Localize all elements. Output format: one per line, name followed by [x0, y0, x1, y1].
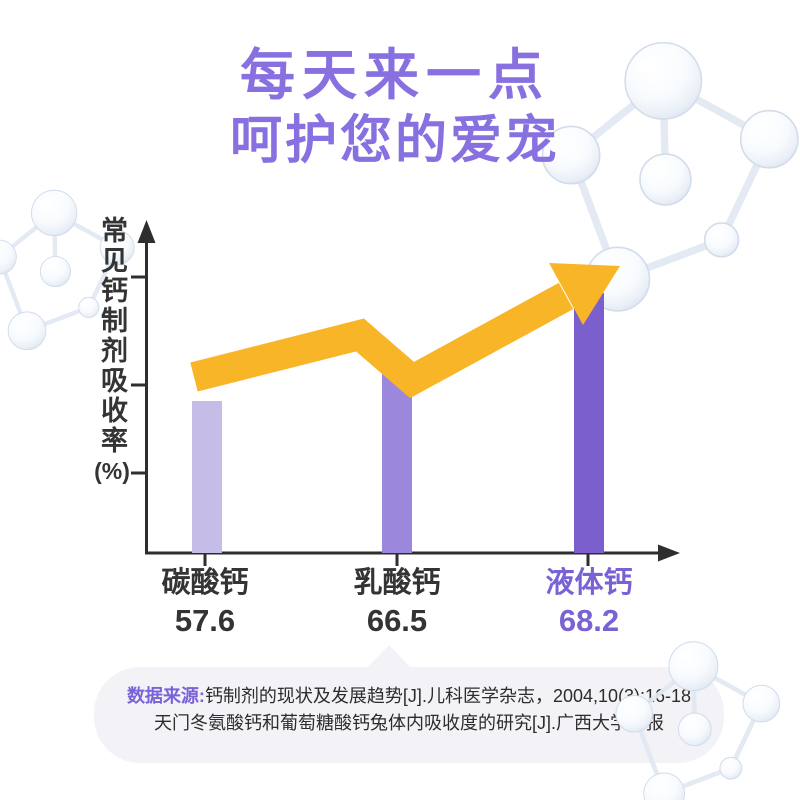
category-label: 液体钙 — [545, 567, 633, 599]
category-calcium-carbonate: 碳酸钙 57.6 — [120, 566, 290, 639]
y-axis-arrowhead-icon — [137, 220, 156, 243]
category-label: 碳酸钙 — [161, 567, 249, 599]
title-line-1: 每天来一点 — [239, 44, 550, 106]
y-axis-label-text: 常见钙制剂吸收率 — [97, 216, 127, 456]
source-citation-2: 天门冬氨酸钙和葡萄糖酸钙兔体内吸收度的研究[J].广西大学学报 — [153, 713, 664, 733]
trend-arrow-head-icon — [549, 263, 620, 325]
category-label: 乳酸钙 — [353, 567, 441, 599]
trend-arrow-shaft — [190, 282, 574, 399]
x-axis-arrowhead-icon — [658, 544, 680, 562]
category-value: 66.5 — [366, 603, 428, 638]
data-source-box: 数据来源:钙制剂的现状及发展趋势[J].儿科医学杂志，2004,10(3):16… — [94, 645, 724, 763]
source-line-2: 天门冬氨酸钙和葡萄糖酸钙兔体内吸收度的研究[J].广西大学学报 — [94, 710, 724, 737]
bar-liquid-calcium — [574, 293, 604, 553]
category-liquid-calcium: 液体钙 68.2 — [504, 566, 674, 639]
bar-calcium-lactate — [382, 373, 412, 553]
source-line-1: 数据来源:钙制剂的现状及发展趋势[J].儿科医学杂志，2004,10(3):16… — [94, 683, 724, 710]
category-value: 68.2 — [558, 603, 620, 638]
bar-calcium-carbonate — [192, 401, 222, 553]
category-value: 57.6 — [174, 603, 236, 638]
page-title: 每天来一点 呵护您的爱宠 — [0, 44, 790, 170]
y-axis-label-unit: (%) — [94, 458, 130, 484]
y-axis-label: 常见钙制剂吸收率 (%) — [86, 216, 138, 485]
category-calcium-lactate: 乳酸钙 66.5 — [312, 566, 482, 639]
axes — [131, 240, 661, 566]
source-label: 数据来源: — [126, 686, 205, 706]
source-citation-1: 钙制剂的现状及发展趋势[J].儿科医学杂志，2004,10(3):16-18 — [204, 686, 692, 706]
title-line-2: 呵护您的爱宠 — [229, 112, 560, 170]
